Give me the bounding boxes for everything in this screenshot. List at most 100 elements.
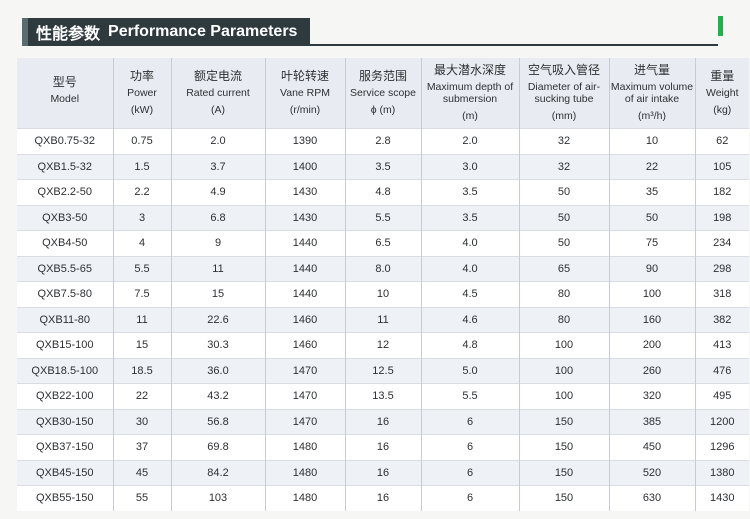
value-cell: 5.5 [345, 204, 422, 231]
model-cell: QXB5.5-65 [17, 255, 114, 282]
value-cell: 32 [519, 153, 610, 180]
table-row: QXB7.5-80 7.5 15 1440 10 4.5 80 100 318 [17, 281, 749, 307]
value-cell: 0.75 [113, 128, 172, 154]
value-cell: 10 [609, 128, 696, 154]
table-row: QXB1.5-32 1.5 3.7 1400 3.5 3.0 32 22 105 [17, 153, 749, 180]
value-cell: 1430 [265, 204, 346, 231]
column-header-cn: 重量 [710, 69, 735, 83]
value-cell: 1460 [265, 306, 346, 333]
value-cell: 6 [421, 434, 520, 460]
value-cell: 36.0 [171, 357, 266, 384]
table-row: QXB2.2-50 2.2 4.9 1430 4.8 3.5 50 35 182 [17, 179, 749, 205]
column-header-unit: (kg) [713, 104, 732, 116]
value-cell: 100 [519, 332, 610, 358]
table-row: QXB37-150 37 69.8 1480 16 6 150 450 1296 [17, 434, 749, 460]
column-header-en: Service scope [350, 87, 416, 99]
column-header-unit: (r/min) [289, 104, 321, 116]
value-cell: 45 [113, 459, 172, 486]
value-cell: 13.5 [345, 383, 422, 409]
model-cell: QXB22-100 [17, 383, 114, 409]
value-cell: 4.8 [345, 179, 422, 205]
column-header-cn: 叶轮转速 [280, 69, 329, 83]
value-cell: 5.0 [421, 357, 520, 384]
table-row: QXB15-100 15 30.3 1460 12 4.8 100 200 413 [17, 332, 749, 358]
value-cell: 18.5 [113, 357, 172, 384]
value-cell: 12 [345, 332, 422, 358]
column-header: 空气吸入管径 Diameter of air-sucking tube (mm) [519, 58, 610, 129]
value-cell: 22 [113, 383, 172, 409]
column-header-cn: 功率 [129, 69, 154, 83]
value-cell: 100 [519, 383, 610, 409]
value-cell: 2.0 [171, 128, 266, 154]
value-cell: 1440 [265, 255, 346, 282]
value-cell: 55 [113, 485, 172, 511]
value-cell: 16 [345, 485, 422, 511]
value-cell: 6.8 [171, 204, 266, 231]
value-cell: 150 [519, 434, 610, 460]
value-cell: 1480 [265, 485, 346, 511]
table-row: QXB18.5-100 18.5 36.0 1470 12.5 5.0 100 260 476 [17, 357, 749, 384]
column-header: 叶轮转速 Vane RPM (r/min) [265, 58, 346, 129]
column-header-unit: (mm) [551, 110, 577, 122]
value-cell: 105 [695, 153, 749, 180]
value-cell: 182 [695, 179, 749, 205]
value-cell: 11 [113, 306, 172, 333]
value-cell: 50 [519, 230, 610, 256]
value-cell: 30 [113, 408, 172, 435]
title-divider [310, 44, 718, 46]
value-cell: 160 [609, 306, 696, 333]
value-cell: 1390 [265, 128, 346, 154]
value-cell: 4.0 [421, 255, 520, 282]
value-cell: 6 [421, 485, 520, 511]
value-cell: 11 [171, 255, 266, 282]
value-cell: 495 [695, 383, 749, 409]
column-header: 服务范围 Service scope ϕ (m) [345, 58, 422, 129]
table-row: QXB5.5-65 5.5 11 1440 8.0 4.0 65 90 298 [17, 255, 749, 282]
value-cell: 1430 [695, 485, 749, 511]
value-cell: 32 [519, 128, 610, 154]
column-header-en: Maximum depth of submersion [426, 81, 514, 105]
value-cell: 50 [519, 204, 610, 231]
value-cell: 2.0 [421, 128, 520, 154]
value-cell: 69.8 [171, 434, 266, 460]
value-cell: 1480 [265, 459, 346, 486]
value-cell: 22.6 [171, 306, 266, 333]
title-accent-mark [718, 16, 723, 36]
value-cell: 4.6 [421, 306, 520, 333]
value-cell: 75 [609, 230, 696, 256]
table-row: QXB45-150 45 84.2 1480 16 6 150 520 1380 [17, 459, 749, 486]
column-header-en: Maximum volume of air intake [610, 81, 694, 105]
table-row: QXB3-50 3 6.8 1430 5.5 3.5 50 50 198 [17, 204, 749, 231]
value-cell: 11 [345, 306, 422, 333]
value-cell: 100 [519, 357, 610, 384]
value-cell: 2.8 [345, 128, 422, 154]
table-row: QXB0.75-32 0.75 2.0 1390 2.8 2.0 32 10 62 [17, 128, 749, 154]
value-cell: 80 [519, 281, 610, 307]
value-cell: 1470 [265, 357, 346, 384]
column-header: 额定电流 Rated current (A) [171, 58, 266, 129]
column-header-en: Rated current [186, 87, 250, 99]
value-cell: 1430 [265, 179, 346, 205]
column-header-cn: 空气吸入管径 [527, 63, 600, 77]
model-cell: QXB4-50 [17, 230, 114, 256]
section-title-cn: 性能参数 [36, 26, 101, 43]
value-cell: 90 [609, 255, 696, 282]
value-cell: 318 [695, 281, 749, 307]
header-row: 型号 Model 功率 Power (kW) 额定电流 Rated current (A) 叶轮… [17, 58, 749, 129]
model-cell: QXB11-80 [17, 306, 114, 333]
value-cell: 6 [421, 459, 520, 486]
model-cell: QXB15-100 [17, 332, 114, 358]
table-body: QXB0.75-32 0.75 2.0 1390 2.8 2.0 32 10 62 QXB1.5-… [17, 128, 749, 511]
section-title: 性能参数 Performance Parameters [22, 18, 310, 46]
value-cell: 198 [695, 204, 749, 231]
value-cell: 43.2 [171, 383, 266, 409]
value-cell: 16 [345, 434, 422, 460]
column-header-en: Power [127, 87, 157, 99]
value-cell: 3 [113, 204, 172, 231]
value-cell: 6 [421, 408, 520, 435]
value-cell: 5.5 [421, 383, 520, 409]
value-cell: 1440 [265, 281, 346, 307]
table-row: QXB55-150 55 103 1480 16 6 150 630 1430 [17, 485, 749, 511]
value-cell: 22 [609, 153, 696, 180]
value-cell: 4.8 [421, 332, 520, 358]
